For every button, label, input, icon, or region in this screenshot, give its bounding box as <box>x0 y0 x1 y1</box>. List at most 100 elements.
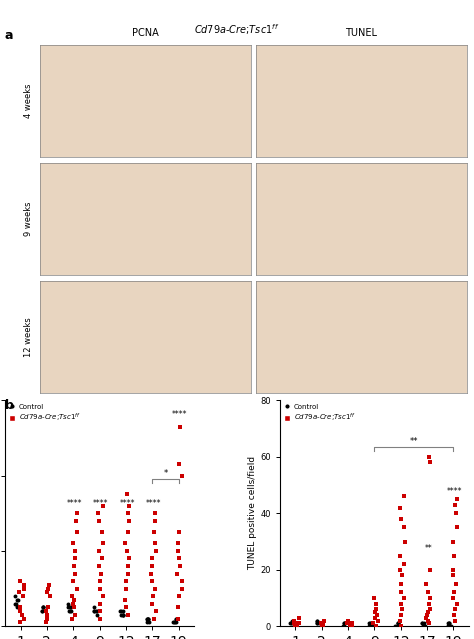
Point <box>172 617 180 627</box>
Point <box>374 615 382 626</box>
Point <box>124 508 131 518</box>
Point <box>318 619 326 629</box>
Point <box>174 546 182 556</box>
Point <box>38 606 46 616</box>
Point <box>175 527 183 537</box>
Text: 4 weeks: 4 weeks <box>24 84 33 118</box>
Point <box>148 576 156 586</box>
Point <box>400 593 408 603</box>
Point <box>451 604 459 614</box>
Point <box>371 607 379 617</box>
Point <box>313 619 321 629</box>
Point <box>371 613 378 623</box>
Point <box>452 615 459 626</box>
Point <box>14 595 21 605</box>
Point <box>453 508 460 518</box>
Y-axis label: TUNEL positive cells/field: TUNEL positive cells/field <box>248 456 257 571</box>
Point <box>346 621 354 631</box>
Point <box>344 615 352 626</box>
Text: $\it{Cd79a}$-$\it{Cre}$;$\it{Tsc1}^{ff}$: $\it{Cd79a}$-$\it{Cre}$;$\it{Tsc1}^{ff}$ <box>194 22 280 37</box>
Point <box>99 527 106 537</box>
Point <box>397 599 405 609</box>
Point <box>178 576 185 586</box>
Point <box>152 546 160 556</box>
Point <box>313 615 320 626</box>
Point <box>295 613 303 623</box>
Point <box>15 595 22 605</box>
Point <box>397 514 404 524</box>
Point <box>291 619 298 629</box>
Point <box>426 565 433 575</box>
Point <box>174 603 182 613</box>
Point <box>45 583 52 594</box>
Point <box>150 613 157 624</box>
Text: b: b <box>5 399 14 412</box>
Point <box>69 599 76 609</box>
Point <box>39 603 46 613</box>
Point <box>373 610 381 620</box>
Point <box>449 565 456 575</box>
Text: ****: **** <box>67 498 82 507</box>
Point <box>99 591 106 601</box>
Point <box>444 621 452 631</box>
Point <box>419 621 427 631</box>
Point <box>427 593 434 603</box>
Text: ****: **** <box>447 488 463 497</box>
Point <box>19 591 27 601</box>
Text: a: a <box>5 29 13 42</box>
Point <box>372 604 380 614</box>
Point <box>125 527 132 537</box>
Point <box>395 621 402 631</box>
Point <box>72 569 79 579</box>
Point <box>45 580 53 590</box>
Point <box>96 599 103 609</box>
Point <box>423 579 430 589</box>
Point <box>73 527 81 537</box>
Point <box>90 606 98 616</box>
Point <box>122 603 130 613</box>
Point <box>176 561 184 571</box>
Point <box>287 619 295 629</box>
Point <box>421 621 428 631</box>
Text: **: ** <box>410 436 418 445</box>
Point <box>121 538 129 548</box>
Point <box>93 606 101 616</box>
Point <box>400 522 407 532</box>
Point <box>293 621 301 631</box>
Point <box>149 561 156 571</box>
Point <box>340 619 348 629</box>
Point <box>143 617 150 627</box>
Point <box>340 621 347 631</box>
Point <box>420 619 428 629</box>
Point <box>67 603 75 613</box>
Point <box>97 569 105 579</box>
Point <box>422 613 430 623</box>
Point <box>94 508 102 518</box>
Point <box>400 559 408 569</box>
Point <box>444 621 452 631</box>
Text: ****: **** <box>119 498 135 507</box>
Point <box>313 615 320 626</box>
Point <box>313 619 320 629</box>
Point <box>118 610 125 620</box>
Point <box>71 603 78 613</box>
Point <box>395 621 402 631</box>
Point <box>425 452 433 462</box>
Point <box>289 619 296 629</box>
Text: 12 weeks: 12 weeks <box>24 317 33 357</box>
Point <box>123 546 131 556</box>
Point <box>72 610 79 620</box>
Point <box>401 536 409 546</box>
Point <box>13 603 21 613</box>
Point <box>446 621 454 631</box>
Point <box>20 580 27 590</box>
Point <box>125 516 132 526</box>
Point <box>43 617 50 627</box>
Point <box>372 599 380 609</box>
Text: ****: **** <box>172 410 188 419</box>
Point <box>426 458 434 468</box>
Point <box>64 603 72 613</box>
Point <box>393 621 401 631</box>
Point <box>450 587 458 597</box>
Point <box>143 613 150 624</box>
